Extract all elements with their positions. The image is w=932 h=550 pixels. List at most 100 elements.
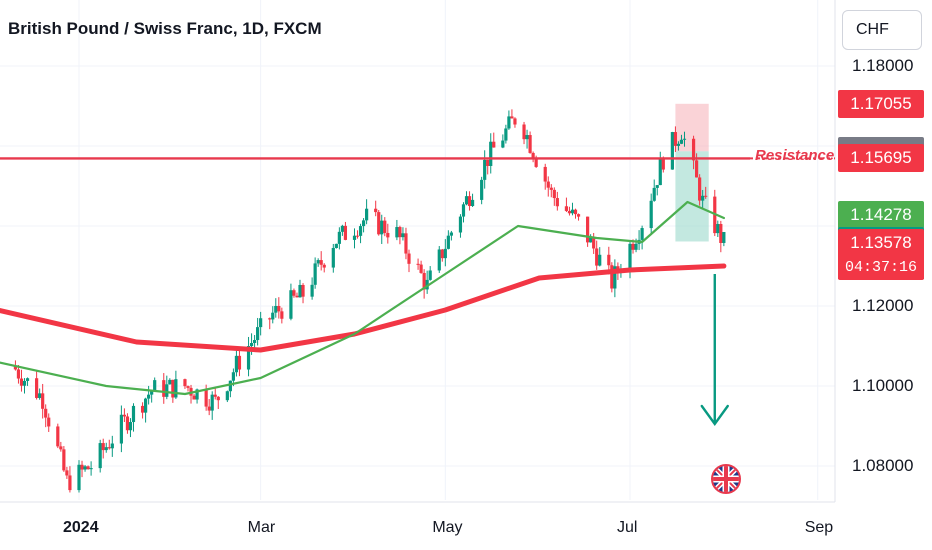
candle-body xyxy=(110,443,114,449)
candle-body xyxy=(246,346,251,370)
currency-button[interactable]: CHF xyxy=(842,10,922,50)
candle-body xyxy=(213,394,217,397)
candle-body xyxy=(128,422,133,431)
candle-body xyxy=(507,116,511,129)
candle-body xyxy=(337,231,341,244)
candle-body xyxy=(649,200,653,229)
candle-body xyxy=(489,141,493,166)
resistance-label: Resistance xyxy=(755,147,835,164)
candle-body xyxy=(716,224,720,234)
candle-body xyxy=(552,189,556,199)
candle-body xyxy=(534,158,538,167)
candle-body xyxy=(252,340,257,343)
candle-body xyxy=(165,384,169,397)
grid xyxy=(0,0,836,503)
candle-body xyxy=(216,396,220,401)
annotations xyxy=(0,157,835,427)
candle-body xyxy=(207,406,211,411)
candle-body xyxy=(555,198,559,207)
candle-body xyxy=(334,243,338,248)
candle-body xyxy=(322,264,326,268)
candle-body xyxy=(398,227,402,238)
candle-body xyxy=(640,228,644,240)
x-tick-label: 2024 xyxy=(63,519,99,536)
candle-body xyxy=(35,378,39,398)
candle-body xyxy=(119,414,123,444)
candle-body xyxy=(695,160,699,178)
candle-body xyxy=(719,224,723,243)
candle-body xyxy=(573,209,578,215)
candle-body xyxy=(361,220,366,227)
candle-body xyxy=(319,260,323,265)
candle-body xyxy=(259,318,263,328)
candle-body xyxy=(564,206,569,211)
fast-moving-average-line xyxy=(0,200,725,396)
candle-body xyxy=(467,196,472,206)
candle-body xyxy=(268,318,272,320)
candle-body xyxy=(567,210,572,214)
candle-body xyxy=(592,237,596,249)
projection-arrow-head xyxy=(700,404,729,427)
candle-body xyxy=(77,464,81,491)
candle-body xyxy=(522,124,526,140)
candle-body xyxy=(486,159,490,166)
candle-body xyxy=(682,138,687,140)
candle-body xyxy=(610,265,614,289)
candle-body xyxy=(340,225,344,232)
y-tick-label: 1.08000 xyxy=(852,456,914,475)
candle-body xyxy=(225,391,229,401)
candle-body xyxy=(704,195,708,197)
candle-body xyxy=(634,243,638,250)
candle-body xyxy=(570,209,575,214)
candle-body xyxy=(483,159,487,180)
candle-body xyxy=(298,284,302,298)
price-scale-label: 1.14278 xyxy=(838,200,924,229)
candle-body xyxy=(531,152,535,159)
uk-flag-icon[interactable] xyxy=(711,464,741,494)
candle-body xyxy=(607,254,611,266)
candle-body xyxy=(598,254,602,266)
bar-countdown: 04:37:16 xyxy=(838,257,924,279)
candle-body xyxy=(301,284,305,297)
candle-body xyxy=(47,417,51,427)
candle-body xyxy=(56,426,60,447)
candle-body xyxy=(658,158,662,186)
candle-body xyxy=(404,233,408,254)
candle-body xyxy=(631,243,635,250)
candle-body xyxy=(676,143,681,146)
candle-body xyxy=(289,290,293,319)
candle-body xyxy=(313,263,317,285)
candle-body xyxy=(144,398,148,413)
candle-body xyxy=(122,414,127,417)
candle-body xyxy=(153,380,157,391)
candle-body xyxy=(168,379,172,385)
candle-body xyxy=(271,312,275,320)
candle-body xyxy=(458,216,463,233)
candle-body xyxy=(98,443,102,469)
candle-body xyxy=(210,394,214,411)
candle-body xyxy=(13,366,18,370)
candle-body xyxy=(386,232,390,238)
candle-body xyxy=(586,216,590,243)
candle-body xyxy=(310,284,314,297)
candle-body xyxy=(528,135,532,153)
price-scale-label: 1.17055 xyxy=(838,89,924,118)
candle-body xyxy=(470,199,475,206)
candle-body xyxy=(446,235,450,249)
candle-body xyxy=(492,141,496,148)
candle-body xyxy=(670,132,674,170)
candle-body xyxy=(437,249,441,271)
candle-body xyxy=(425,279,429,290)
candle-body xyxy=(401,233,405,238)
candle-body xyxy=(68,475,72,491)
candle-body xyxy=(543,166,547,182)
candle-body xyxy=(234,355,239,373)
candle-body xyxy=(147,394,151,399)
candle-body xyxy=(183,379,187,387)
candle-body xyxy=(16,369,21,379)
candle-body xyxy=(277,305,281,312)
candle-body xyxy=(86,466,90,470)
candle-body xyxy=(701,195,705,201)
candle-body xyxy=(89,468,93,470)
